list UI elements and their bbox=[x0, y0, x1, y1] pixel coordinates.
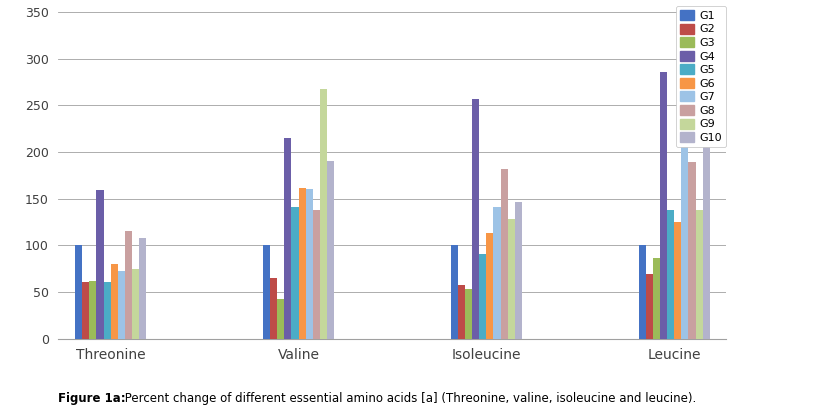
Bar bbox=[263, 245, 271, 339]
Bar bbox=[110, 264, 118, 339]
Bar bbox=[508, 219, 514, 339]
Bar bbox=[514, 202, 522, 339]
Bar bbox=[299, 188, 306, 339]
Bar bbox=[277, 299, 284, 339]
Bar bbox=[646, 274, 653, 339]
Bar bbox=[473, 99, 479, 339]
Bar bbox=[306, 189, 313, 339]
Bar bbox=[667, 210, 675, 339]
Bar bbox=[639, 245, 646, 339]
Bar bbox=[132, 269, 139, 339]
Bar bbox=[465, 289, 473, 339]
Bar bbox=[660, 72, 667, 339]
Bar bbox=[320, 89, 327, 339]
Bar bbox=[82, 282, 89, 339]
Bar bbox=[125, 231, 132, 339]
Bar bbox=[689, 162, 696, 339]
Bar bbox=[458, 286, 465, 339]
Bar bbox=[493, 207, 501, 339]
Bar bbox=[271, 278, 277, 339]
Bar bbox=[486, 233, 493, 339]
Bar bbox=[284, 138, 291, 339]
Text: Percent change of different essential amino acids [a] (Threonine, valine, isoleu: Percent change of different essential am… bbox=[121, 392, 696, 405]
Bar bbox=[89, 281, 96, 339]
Bar bbox=[96, 191, 104, 339]
Bar bbox=[312, 210, 320, 339]
Bar bbox=[118, 271, 125, 339]
Legend: G1, G2, G3, G4, G5, G6, G7, G8, G9, G10: G1, G2, G3, G4, G5, G6, G7, G8, G9, G10 bbox=[676, 6, 726, 147]
Bar bbox=[696, 210, 703, 339]
Bar bbox=[479, 254, 486, 339]
Bar bbox=[139, 238, 146, 339]
Bar bbox=[104, 282, 110, 339]
Bar bbox=[653, 258, 660, 339]
Bar bbox=[681, 132, 689, 339]
Bar bbox=[501, 169, 508, 339]
Bar bbox=[291, 207, 299, 339]
Bar bbox=[675, 222, 681, 339]
Bar bbox=[703, 138, 710, 339]
Text: Figure 1a:: Figure 1a: bbox=[58, 392, 126, 405]
Bar bbox=[327, 160, 334, 339]
Bar bbox=[75, 245, 82, 339]
Bar bbox=[451, 245, 458, 339]
